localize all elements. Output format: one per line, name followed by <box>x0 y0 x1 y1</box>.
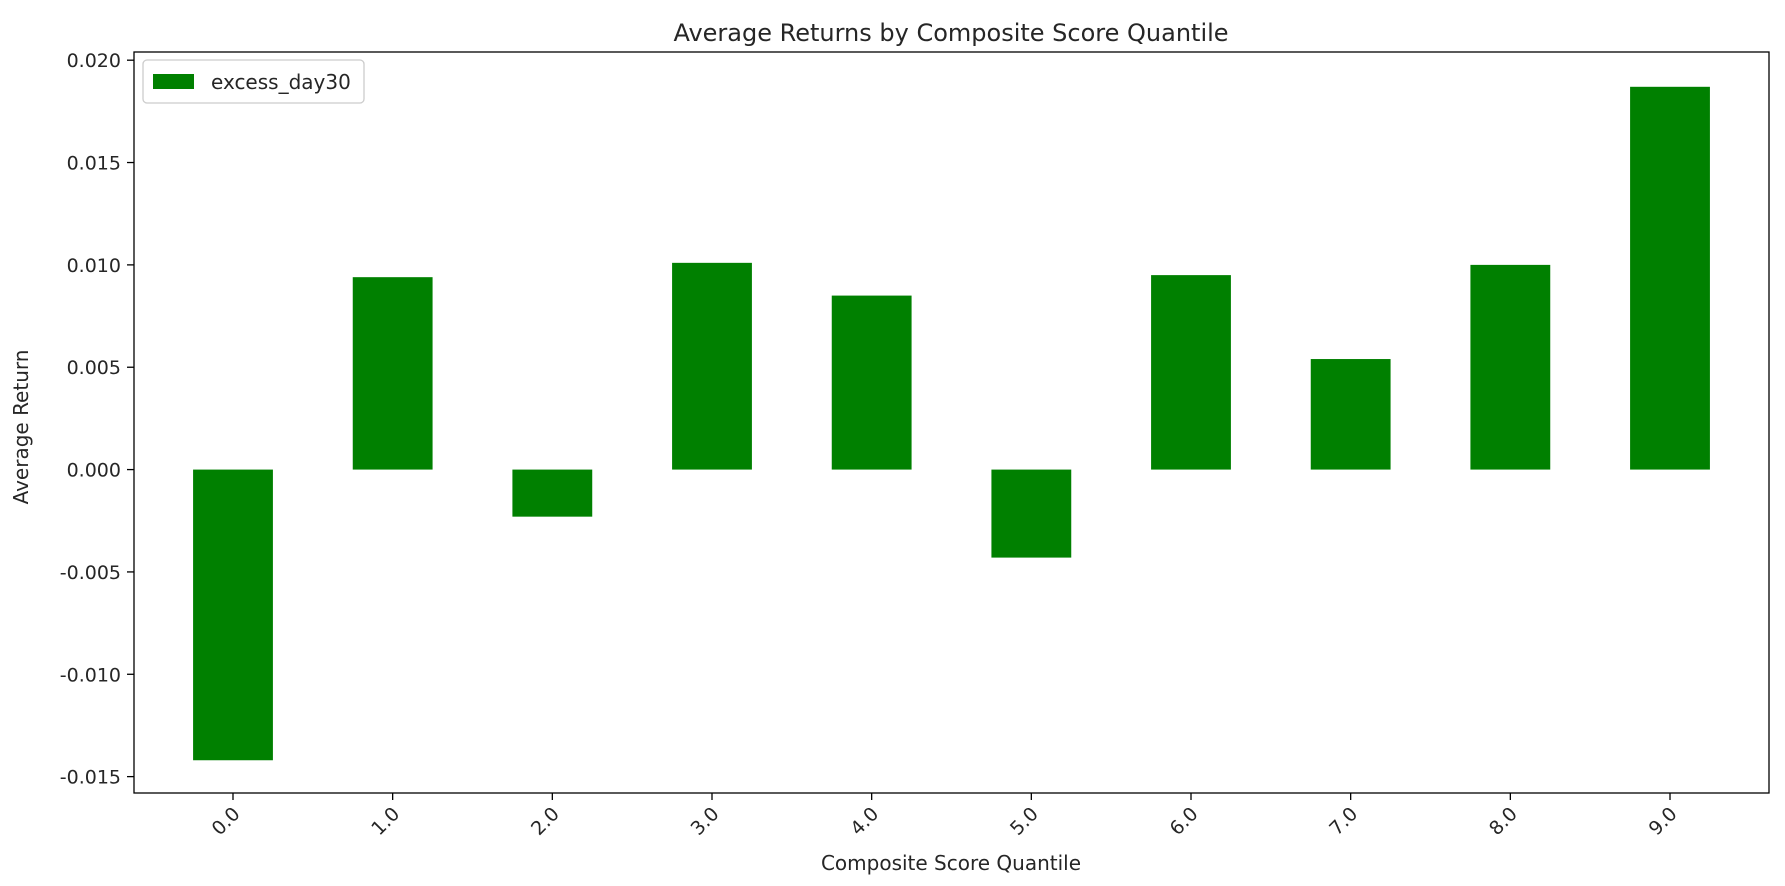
x-axis-label: Composite Score Quantile <box>821 851 1081 875</box>
bar-9.0 <box>1630 86 1710 470</box>
bar-0.0 <box>193 469 273 761</box>
legend-frame <box>142 59 365 104</box>
legend-swatch <box>153 74 194 89</box>
bar-2.0 <box>512 469 593 517</box>
legend-label: excess_day30 <box>211 70 351 94</box>
axes-frame <box>133 51 1770 794</box>
bar-1.0 <box>352 277 433 470</box>
bar-6.0 <box>1151 275 1231 470</box>
plot-area: 0.020 0.015 0.010 0.005 0.000 -0.005 -0.010 -0.… <box>60 50 1770 840</box>
bar-4.0 <box>831 295 912 470</box>
bar-5.0 <box>991 469 1072 558</box>
y-tick-label: -0.010 <box>60 664 121 686</box>
bar-8.0 <box>1470 264 1551 470</box>
y-tick-label: 0.020 <box>67 50 121 72</box>
y-tick-label: 0.015 <box>67 153 121 175</box>
bar-7.0 <box>1310 359 1391 470</box>
y-tick-label: 0.010 <box>67 255 121 277</box>
y-axis-label: Average Return <box>9 350 33 505</box>
legend: excess_day30 <box>142 59 365 104</box>
y-tick-label: 0.005 <box>67 357 121 379</box>
y-tick-label: -0.005 <box>60 562 121 584</box>
bar-3.0 <box>672 262 752 470</box>
chart-title: Average Returns by Composite Score Quant… <box>673 19 1228 47</box>
y-tick-label: -0.015 <box>60 767 121 789</box>
y-tick-label: 0.000 <box>67 460 121 482</box>
